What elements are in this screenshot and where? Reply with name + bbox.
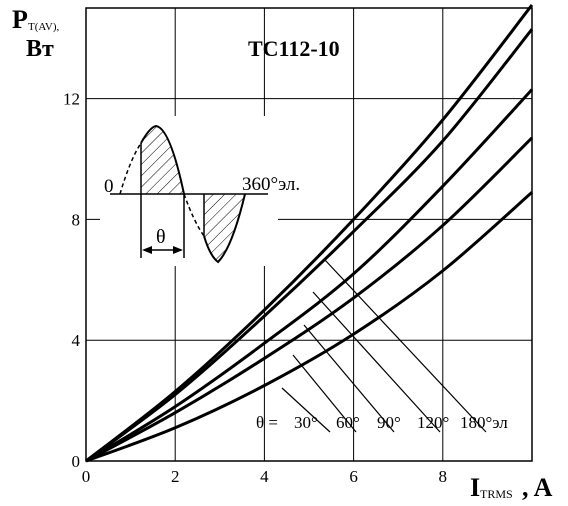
plot-frame <box>85 7 533 462</box>
curve-label-60: 60° <box>336 413 360 432</box>
inset-theta-label: θ <box>156 226 166 248</box>
inset-positive-hatch <box>141 126 184 194</box>
series-line-3 <box>85 136 534 463</box>
curve-labels: θ = 30° 60° 90° 120° 180°эл <box>256 413 508 432</box>
inset-negative-wave <box>203 193 246 264</box>
y-axis-label: P T(AV), Вт <box>12 5 60 62</box>
theta-equals-label: θ = <box>256 413 278 432</box>
leader-180 <box>324 259 487 433</box>
x-label-sub: TRMS <box>480 487 513 501</box>
y-label-main: P <box>12 5 28 34</box>
inset-end-label: 360°эл. <box>242 174 300 195</box>
x-tick-label: 6 <box>349 467 358 486</box>
curve-leader-lines <box>281 259 487 433</box>
leader-30 <box>281 387 331 433</box>
inset-zero-label: 0 <box>104 176 114 197</box>
series-curves <box>85 4 534 463</box>
inset-arrowhead-right <box>173 246 183 254</box>
chart-title: ТС112-10 <box>248 36 340 61</box>
inset-background <box>100 116 278 266</box>
inset-dashed-lead <box>119 142 142 195</box>
y-tick-label: 12 <box>63 90 80 109</box>
y-tick-label: 0 <box>72 452 81 471</box>
series-line-0 <box>85 4 534 463</box>
y-label-sub: T(AV), <box>28 21 60 33</box>
x-label-unit: , A <box>522 473 553 502</box>
x-label-main: I <box>470 473 480 502</box>
y-tick-labels: 0 4 8 12 <box>63 90 81 471</box>
leader-90 <box>303 324 395 433</box>
x-tick-labels: 0 2 4 6 8 <box>82 467 447 486</box>
x-tick-label: 8 <box>439 467 448 486</box>
y-label-unit: Вт <box>26 36 54 62</box>
curve-label-30: 30° <box>294 413 318 432</box>
x-tick-label: 0 <box>82 467 91 486</box>
series-line-4 <box>85 191 533 463</box>
inset-negative-hatch <box>204 194 245 262</box>
curve-label-90: 90° <box>377 413 401 432</box>
y-tick-label: 4 <box>72 331 81 350</box>
x-tick-label: 2 <box>171 467 180 486</box>
leader-120 <box>312 291 441 433</box>
inset-waveform: θ 0 360°эл. <box>100 116 300 266</box>
x-axis-label: I TRMS , A <box>470 473 553 502</box>
inset-positive-wave <box>140 124 185 195</box>
leader-60 <box>292 354 357 433</box>
curve-label-180: 180°эл <box>460 413 508 432</box>
inset-arrowhead-left <box>142 246 152 254</box>
x-tick-label: 4 <box>260 467 269 486</box>
curve-label-120: 120° <box>417 413 449 432</box>
series-line-1 <box>85 28 534 463</box>
inset-dashed-mid <box>183 193 205 237</box>
series-line-2 <box>85 88 534 463</box>
y-tick-label: 8 <box>72 210 81 229</box>
